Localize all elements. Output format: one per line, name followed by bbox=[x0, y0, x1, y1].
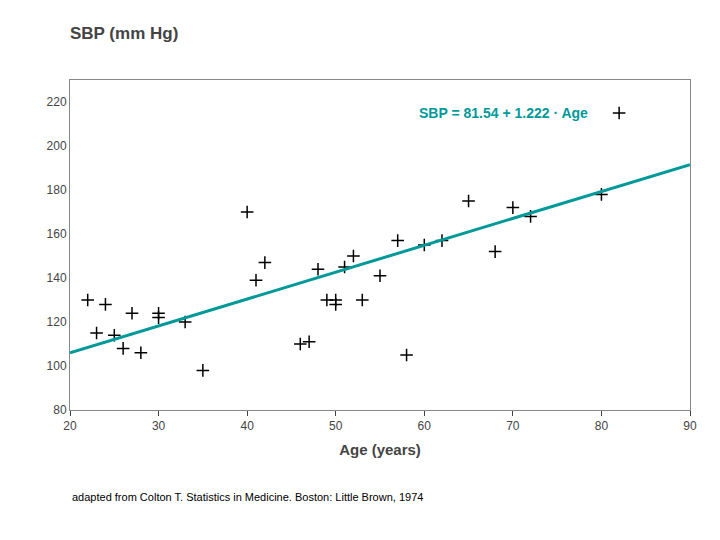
svg-text:20: 20 bbox=[63, 419, 77, 433]
svg-text:140: 140 bbox=[47, 271, 67, 285]
svg-text:SBP = 81.54 + 1.222 · Age: SBP = 81.54 + 1.222 · Age bbox=[419, 105, 588, 121]
svg-text:180: 180 bbox=[47, 183, 67, 197]
svg-text:70: 70 bbox=[506, 419, 520, 433]
svg-text:160: 160 bbox=[47, 227, 67, 241]
svg-text:220: 220 bbox=[47, 95, 67, 109]
svg-text:Age (years): Age (years) bbox=[339, 441, 421, 458]
svg-text:40: 40 bbox=[240, 419, 254, 433]
svg-text:60: 60 bbox=[418, 419, 432, 433]
svg-text:100: 100 bbox=[47, 359, 67, 373]
svg-text:50: 50 bbox=[329, 419, 343, 433]
svg-text:SBP (mm Hg): SBP (mm Hg) bbox=[70, 24, 178, 43]
svg-text:adapted from Colton T. Statist: adapted from Colton T. Statistics in Med… bbox=[72, 491, 423, 503]
svg-text:200: 200 bbox=[47, 139, 67, 153]
svg-text:90: 90 bbox=[683, 419, 697, 433]
svg-text:120: 120 bbox=[47, 315, 67, 329]
svg-text:80: 80 bbox=[595, 419, 609, 433]
svg-text:30: 30 bbox=[152, 419, 166, 433]
svg-text:80: 80 bbox=[53, 403, 67, 417]
